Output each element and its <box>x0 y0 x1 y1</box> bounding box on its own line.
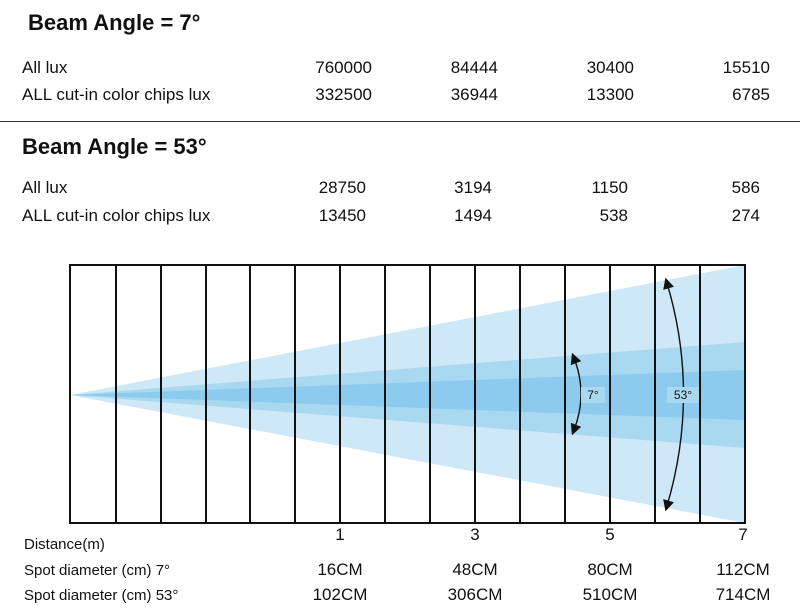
distance-gridlines <box>115 265 701 523</box>
distance-tick: 5 <box>605 525 615 544</box>
spot7-value: 80CM <box>587 560 633 579</box>
row-label-all-lux: All lux <box>22 58 68 77</box>
heading-beam-7: Beam Angle = 7° <box>28 10 201 35</box>
angle-7-label-bg <box>581 387 605 403</box>
beam-cones <box>70 265 745 523</box>
cell-value: 15510 <box>722 58 770 77</box>
spot7-value: 48CM <box>452 560 498 579</box>
spot7-value: 112CM <box>716 560 770 579</box>
spot53-label: Spot diameter (cm) 53° <box>24 587 179 604</box>
cell-value: 36944 <box>450 85 498 104</box>
diagram-frame <box>69 264 746 524</box>
distance-tick: 3 <box>470 525 480 544</box>
cell-value: 84444 <box>450 58 498 77</box>
row-label-color-chips-lux: ALL cut-in color chips lux <box>22 206 211 225</box>
cell-value: 332500 <box>315 85 372 104</box>
angle-7-label: 7° <box>587 388 599 402</box>
heading-beam-53: Beam Angle = 53° <box>22 134 207 159</box>
cell-value: 30400 <box>586 58 634 77</box>
spot53-value: 714CM <box>715 585 771 604</box>
spot7-label: Spot diameter (cm) 7° <box>24 562 171 579</box>
cell-value: 6785 <box>732 85 770 104</box>
distance-label: Distance(m) <box>24 536 105 553</box>
angle-53-label: 53° <box>674 388 692 402</box>
section-divider <box>0 121 800 122</box>
spot53-value: 102CM <box>312 585 368 604</box>
cell-value: 586 <box>731 178 760 197</box>
cell-value: 28750 <box>318 178 366 197</box>
spot7-value: 16CM <box>317 560 363 579</box>
cell-value: 274 <box>731 206 760 225</box>
cell-value: 538 <box>599 206 628 225</box>
distance-tick: 1 <box>335 525 345 544</box>
cell-value: 760000 <box>315 58 372 77</box>
angle-7-arrow <box>570 352 582 436</box>
spot53-value: 510CM <box>582 585 638 604</box>
cell-value: 3194 <box>454 178 492 197</box>
cell-value: 1150 <box>591 178 628 197</box>
angle-53-label-bg <box>667 387 699 403</box>
spot53-value: 306CM <box>447 585 503 604</box>
cell-value: 13450 <box>318 206 366 225</box>
distance-tick: 7 <box>738 525 748 544</box>
row-label-all-lux: All lux <box>22 178 68 197</box>
cell-value: 13300 <box>586 85 634 104</box>
row-label-color-chips-lux: ALL cut-in color chips lux <box>22 85 211 104</box>
cell-value: 1494 <box>454 206 492 225</box>
